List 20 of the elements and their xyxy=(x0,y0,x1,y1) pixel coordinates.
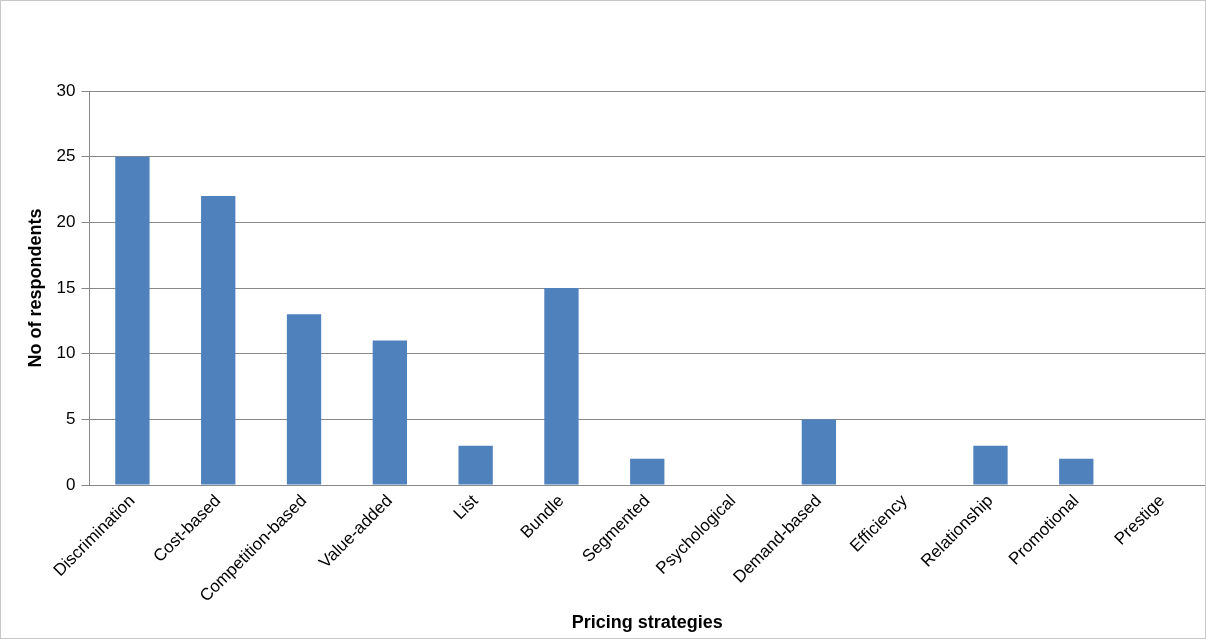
y-tick-label: 20 xyxy=(56,212,76,232)
x-tick-label: List xyxy=(449,490,482,524)
bar xyxy=(544,288,579,485)
bar xyxy=(201,196,236,485)
bar xyxy=(372,340,407,485)
y-tick-label: 0 xyxy=(66,474,76,494)
y-axis-title: No of respondents xyxy=(24,208,45,368)
bar xyxy=(286,314,322,485)
y-tick-label: 10 xyxy=(56,343,76,363)
bar xyxy=(801,419,837,485)
bar xyxy=(973,445,1008,485)
y-tick-label: 30 xyxy=(56,80,76,100)
bar xyxy=(115,156,150,485)
bar xyxy=(630,458,665,485)
x-axis-title: Pricing strategies xyxy=(571,612,723,633)
bar xyxy=(458,445,493,485)
bar xyxy=(1059,458,1094,485)
y-tick-label: 15 xyxy=(56,277,76,297)
y-tick-label: 25 xyxy=(56,146,76,166)
y-tick-label: 5 xyxy=(66,409,76,429)
